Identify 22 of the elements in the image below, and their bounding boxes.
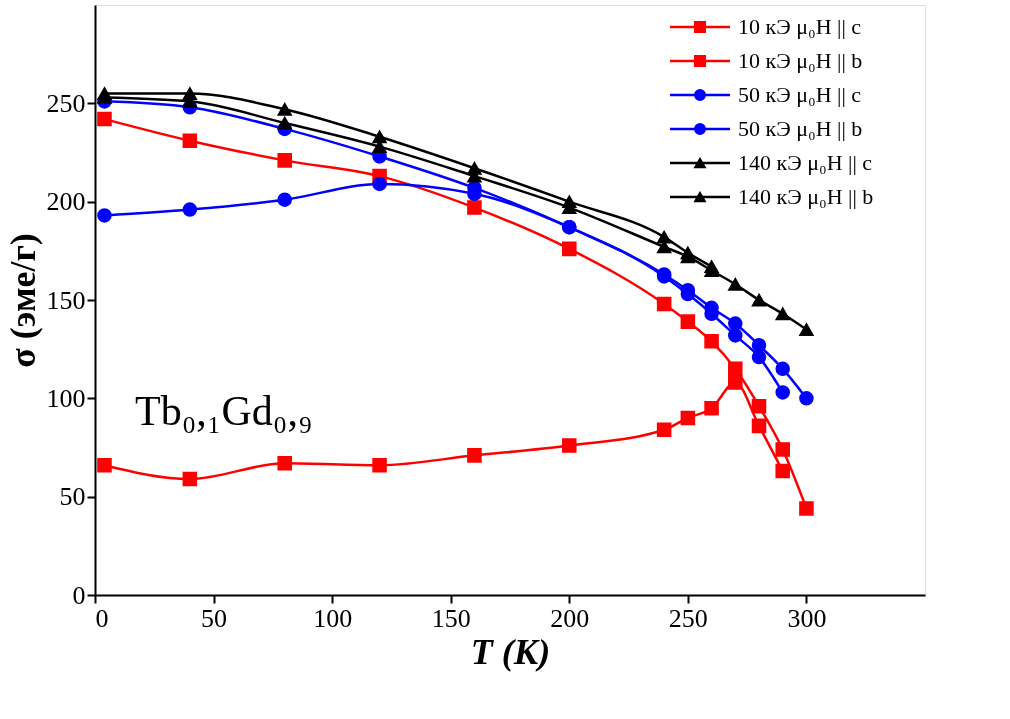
legend-label: 10 кЭ μ₀H || b — [738, 48, 863, 73]
x-tick-label: 100 — [313, 603, 353, 633]
y-axis-title: σ (эме/г) — [2, 233, 43, 368]
x-tick-label: 150 — [431, 603, 471, 633]
legend-label: 140 кЭ μ₀H || b — [738, 184, 874, 209]
x-axis-title: T (К) — [470, 631, 551, 672]
x-tick-label: 250 — [668, 603, 708, 633]
x-tick-label: 300 — [787, 603, 827, 633]
legend-label: 140 кЭ μ₀H || c — [738, 150, 873, 175]
legend-label: 10 кЭ μ₀H || c — [738, 14, 862, 39]
y-tick-label: 200 — [46, 187, 86, 217]
x-tick-label: 200 — [550, 603, 590, 633]
x-tick-label: 0 — [95, 603, 109, 633]
legend-label: 50 кЭ μ₀H || b — [738, 116, 863, 141]
y-tick-label: 250 — [46, 88, 86, 118]
y-tick-label: 100 — [46, 383, 86, 413]
legend-label: 50 кЭ μ₀H || c — [738, 82, 862, 107]
annotation: Tb₀,₁Gd₀,₉ — [135, 388, 313, 434]
y-tick-label: 150 — [46, 285, 86, 315]
y-tick-label: 50 — [59, 482, 86, 512]
y-tick-label: 0 — [72, 580, 86, 610]
x-tick-label: 50 — [201, 603, 228, 633]
